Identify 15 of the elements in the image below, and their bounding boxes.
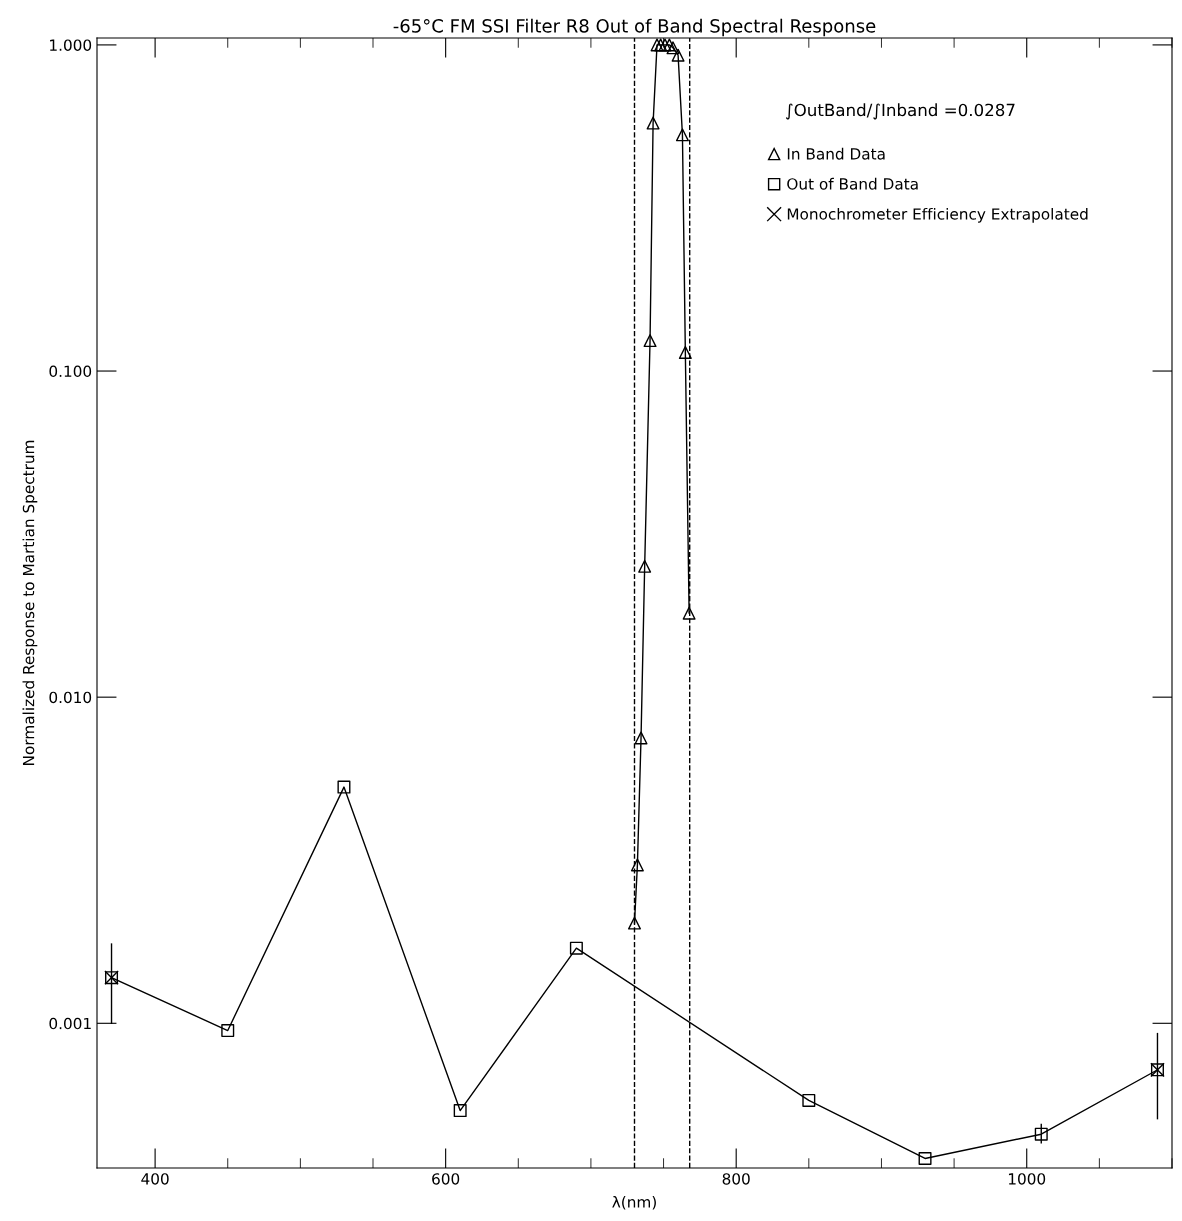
legend-label: Out of Band Data — [787, 177, 918, 190]
legend-label: In Band Data — [787, 147, 885, 160]
x-tick-label: 400 — [141, 1173, 169, 1185]
y-tick-label: 0.010 — [49, 691, 92, 704]
y-axis-title: Normalized Response to Martian Spectrum — [22, 440, 38, 765]
x-tick-label: 800 — [722, 1173, 750, 1185]
legend-label: Monochrometer Efficiency Extrapolated — [787, 207, 1088, 223]
x-tick-label: 600 — [432, 1173, 460, 1185]
y-tick-label: 0.001 — [49, 1017, 91, 1030]
y-tick-label: 0.100 — [49, 365, 92, 378]
x-tick-label: 1000 — [1008, 1173, 1046, 1185]
annotation: ∫OutBand/∫Inband =0.0287 — [785, 103, 1015, 120]
chart-title: -65°C FM SSI Filter R8 Out of Band Spectral Response — [393, 18, 876, 37]
x-axis-title: λ(nm) — [612, 1195, 656, 1210]
y-tick-label: 1.000 — [50, 39, 92, 51]
